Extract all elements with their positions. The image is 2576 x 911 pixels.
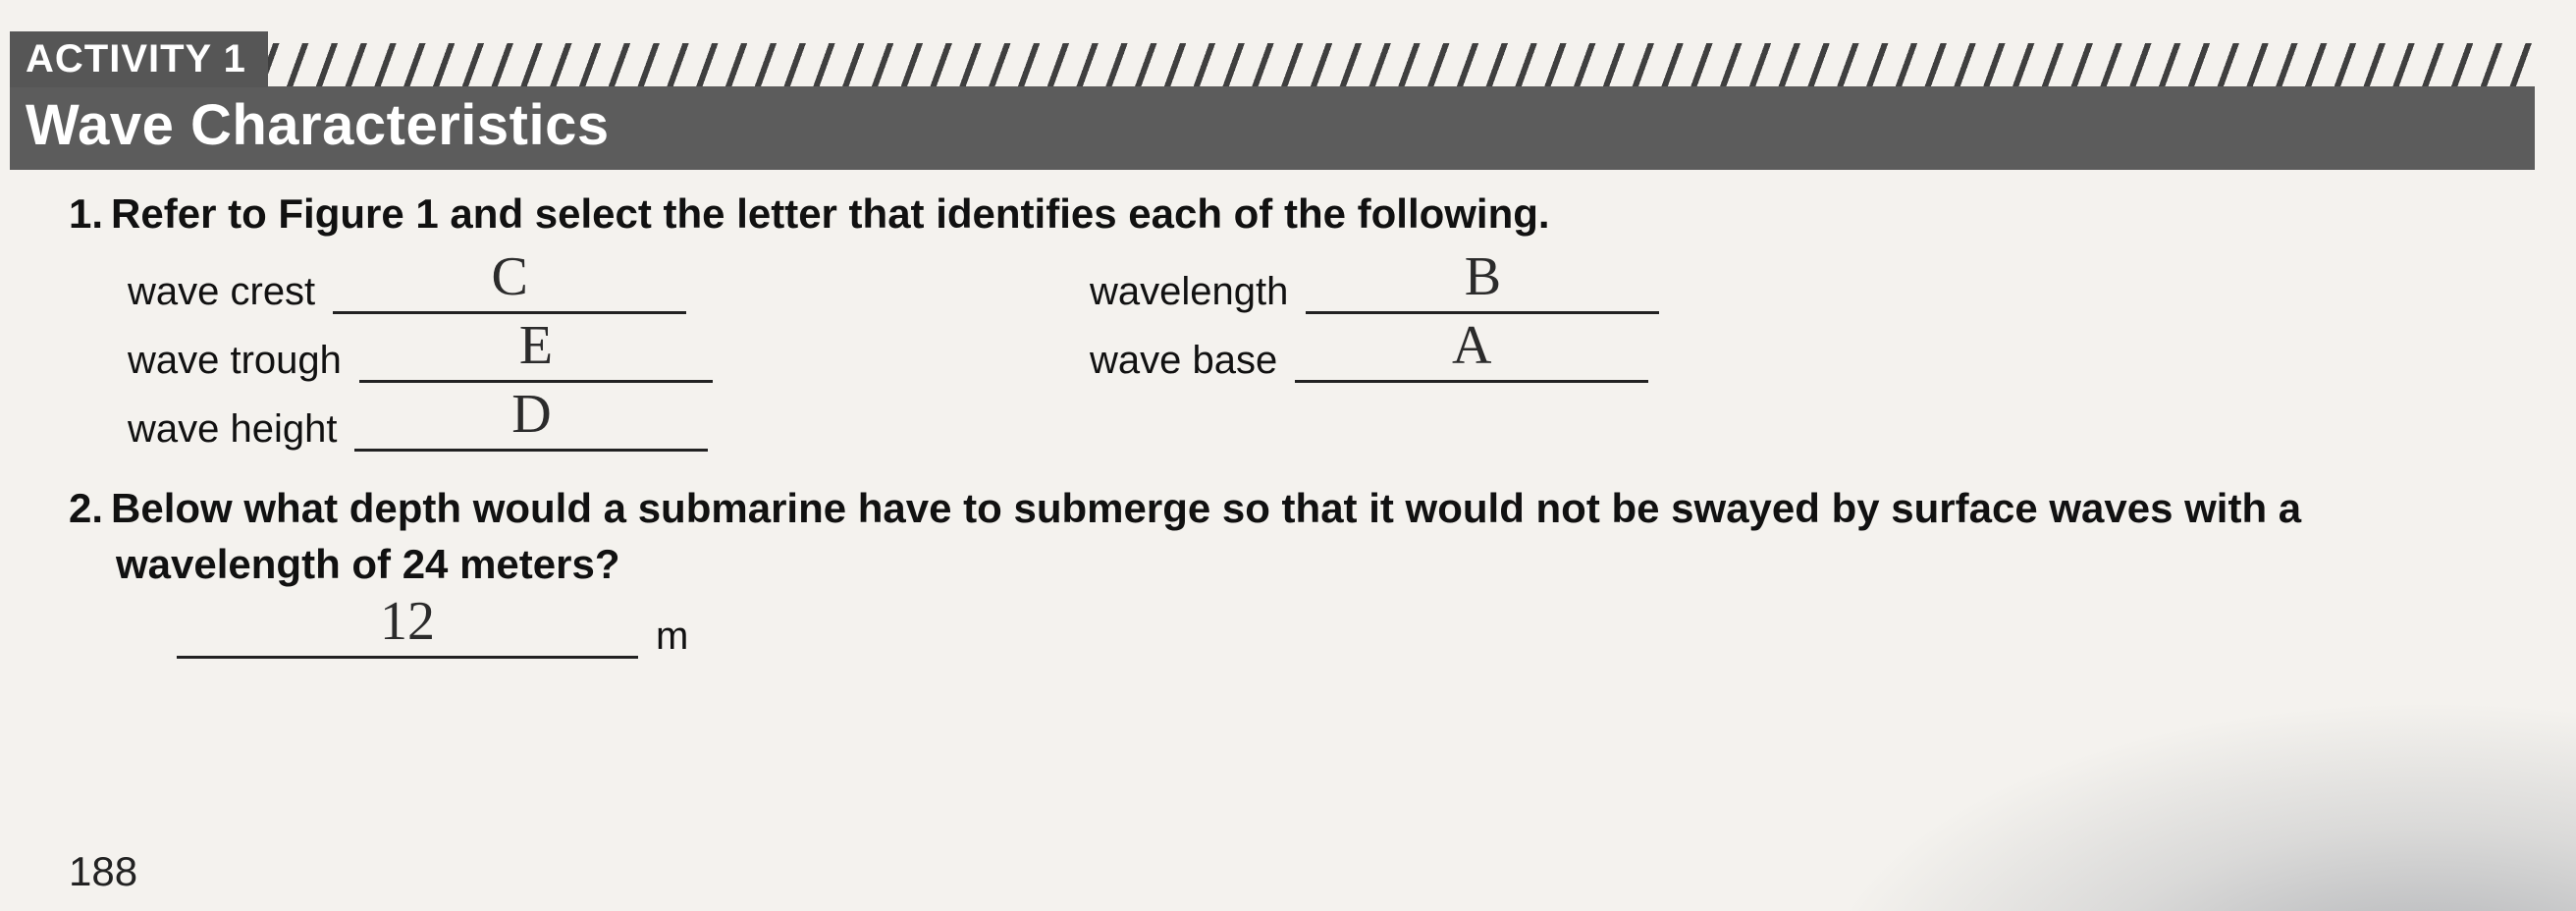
q2-text-line1: Below what depth would a submarine have … [111, 485, 2301, 531]
scan-shadow [1810, 699, 2576, 911]
q1-prompt: 1.Refer to Figure 1 and select the lette… [69, 190, 2507, 238]
body-content: 1.Refer to Figure 1 and select the lette… [0, 161, 2576, 659]
q2-text-line2: wavelength of 24 meters? [116, 537, 2507, 593]
blank-wavelength[interactable]: B [1306, 263, 1659, 314]
field-wave-height: wave height D [128, 401, 1050, 452]
answer-wavelength: B [1465, 245, 1501, 308]
answer-wave-trough: E [519, 314, 553, 377]
blank-q2[interactable]: 12 [177, 608, 638, 659]
label-wave-base: wave base [1090, 339, 1277, 383]
worksheet-page: ACTIVITY 1 Wave Characteristics 1.Refer … [0, 43, 2576, 911]
field-wave-crest: wave crest C [128, 263, 1050, 314]
field-wavelength: wavelength B [1090, 263, 2012, 314]
q2-number: 2. [69, 485, 103, 531]
header-bar: ACTIVITY 1 Wave Characteristics [10, 43, 2535, 161]
q2-answer-row: 12 m [177, 608, 2507, 659]
label-wave-crest: wave crest [128, 270, 315, 314]
blank-wave-base[interactable]: A [1295, 332, 1648, 383]
q1-text: Refer to Figure 1 and select the letter … [111, 190, 1550, 237]
answer-wave-base: A [1452, 314, 1491, 377]
q1-number: 1. [69, 190, 103, 237]
page-number: 188 [69, 848, 137, 895]
field-wave-trough: wave trough E [128, 332, 1050, 383]
q2-unit: m [656, 615, 688, 659]
field-wave-base: wave base A [1090, 332, 2012, 383]
hatch-decoration [10, 43, 2535, 86]
answer-wave-crest: C [491, 245, 527, 308]
label-wave-trough: wave trough [128, 339, 342, 383]
blank-wave-trough[interactable]: E [359, 332, 713, 383]
q1-fields: wave crest C wavelength B wave trough E … [128, 263, 2507, 452]
answer-wave-height: D [511, 383, 551, 446]
activity-tab: ACTIVITY 1 [10, 31, 268, 87]
label-wavelength: wavelength [1090, 270, 1288, 314]
answer-q2: 12 [380, 590, 435, 653]
field-empty [1090, 401, 2012, 452]
q2-prompt: 2.Below what depth would a submarine hav… [69, 481, 2507, 592]
blank-wave-height[interactable]: D [354, 401, 708, 452]
blank-wave-crest[interactable]: C [333, 263, 686, 314]
section-title: Wave Characteristics [10, 86, 2535, 170]
label-wave-height: wave height [128, 407, 337, 452]
